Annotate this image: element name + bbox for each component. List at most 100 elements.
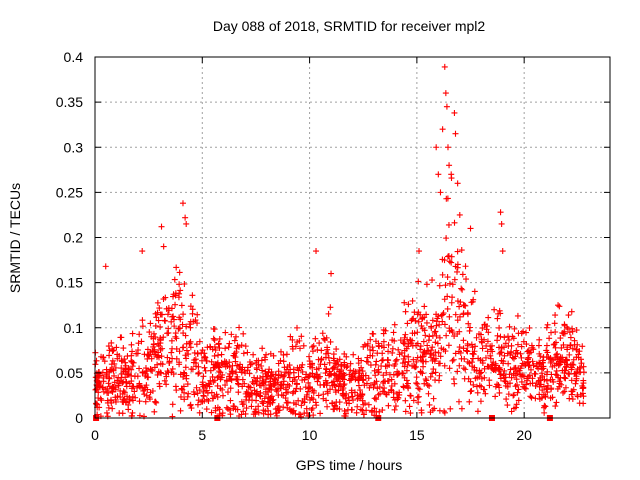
data-point [154,309,161,316]
data-point [335,374,342,381]
data-point [363,358,370,365]
data-point [423,281,430,288]
data-point [417,343,424,350]
data-point [267,372,274,379]
data-point [458,285,465,292]
data-point [429,344,436,351]
data-point [173,335,180,342]
data-point [514,349,521,356]
data-point [450,356,457,363]
data-point [363,407,370,414]
data-point [154,371,161,378]
data-point [385,341,392,348]
data-point [380,379,387,386]
chart-title: Day 088 of 2018, SRMTID for receiver mpl… [213,18,486,34]
data-point [346,400,353,407]
data-point [182,364,189,371]
data-point [442,348,449,355]
data-point [122,374,129,381]
data-point [196,409,203,416]
data-point [360,343,367,350]
data-point [540,357,547,364]
data-point [287,366,294,373]
data-point [456,344,463,351]
data-point [319,330,326,337]
data-point [244,367,251,374]
data-point [246,393,253,400]
data-point [540,365,547,372]
data-point [471,288,478,295]
data-point [149,388,156,395]
data-point [543,386,550,393]
data-point [519,372,526,379]
data-point [255,409,262,416]
data-point [547,395,554,402]
data-point [526,372,533,379]
data-point [176,348,183,355]
data-point [414,380,421,387]
data-point [179,200,186,207]
data-point [284,389,291,396]
data-point [152,398,159,405]
data-point [128,366,135,373]
data-point [502,374,509,381]
data-point [102,263,109,270]
data-point [292,410,299,417]
data-point [182,352,189,359]
data-point [324,390,331,397]
y-tick-label: 0 [75,410,83,426]
data-point [567,342,574,349]
data-point [468,299,475,306]
data-point [156,383,163,390]
data-point [280,404,287,411]
data-point [123,399,130,406]
data-point [541,409,548,416]
data-point [580,369,587,376]
data-point [262,370,269,377]
data-point [177,393,184,400]
data-point [253,397,260,404]
data-point [307,363,314,370]
data-point [148,366,155,373]
data-point [253,381,260,388]
data-point [434,340,441,347]
data-point [295,373,302,380]
data-point [176,281,183,288]
x-tick-label: 10 [302,427,318,443]
data-point [495,382,502,389]
data-point [456,313,463,320]
data-point [510,355,517,362]
data-point [266,382,273,389]
data-point [439,271,446,278]
data-point [200,393,207,400]
data-point [253,391,260,398]
data-point [309,405,316,412]
data-point [271,381,278,388]
data-point [207,344,214,351]
data-point [105,404,112,411]
data-point [168,349,175,356]
data-point [109,366,116,373]
data-point [458,405,465,412]
data-point [485,314,492,321]
data-point [155,317,162,324]
data-point [389,345,396,352]
data-point [552,344,559,351]
data-point [395,394,402,401]
data-point [260,400,267,407]
data-point [195,397,202,404]
data-point [191,357,198,364]
data-point [425,337,432,344]
data-point [427,373,434,380]
data-point [454,368,461,375]
data-point [459,286,466,293]
data-point [470,351,477,358]
data-point [528,342,535,349]
data-point [481,374,488,381]
data-point [286,374,293,381]
data-point [269,399,276,406]
data-point [580,377,587,384]
data-point [187,324,194,331]
data-point [402,359,409,366]
data-point [308,394,315,401]
